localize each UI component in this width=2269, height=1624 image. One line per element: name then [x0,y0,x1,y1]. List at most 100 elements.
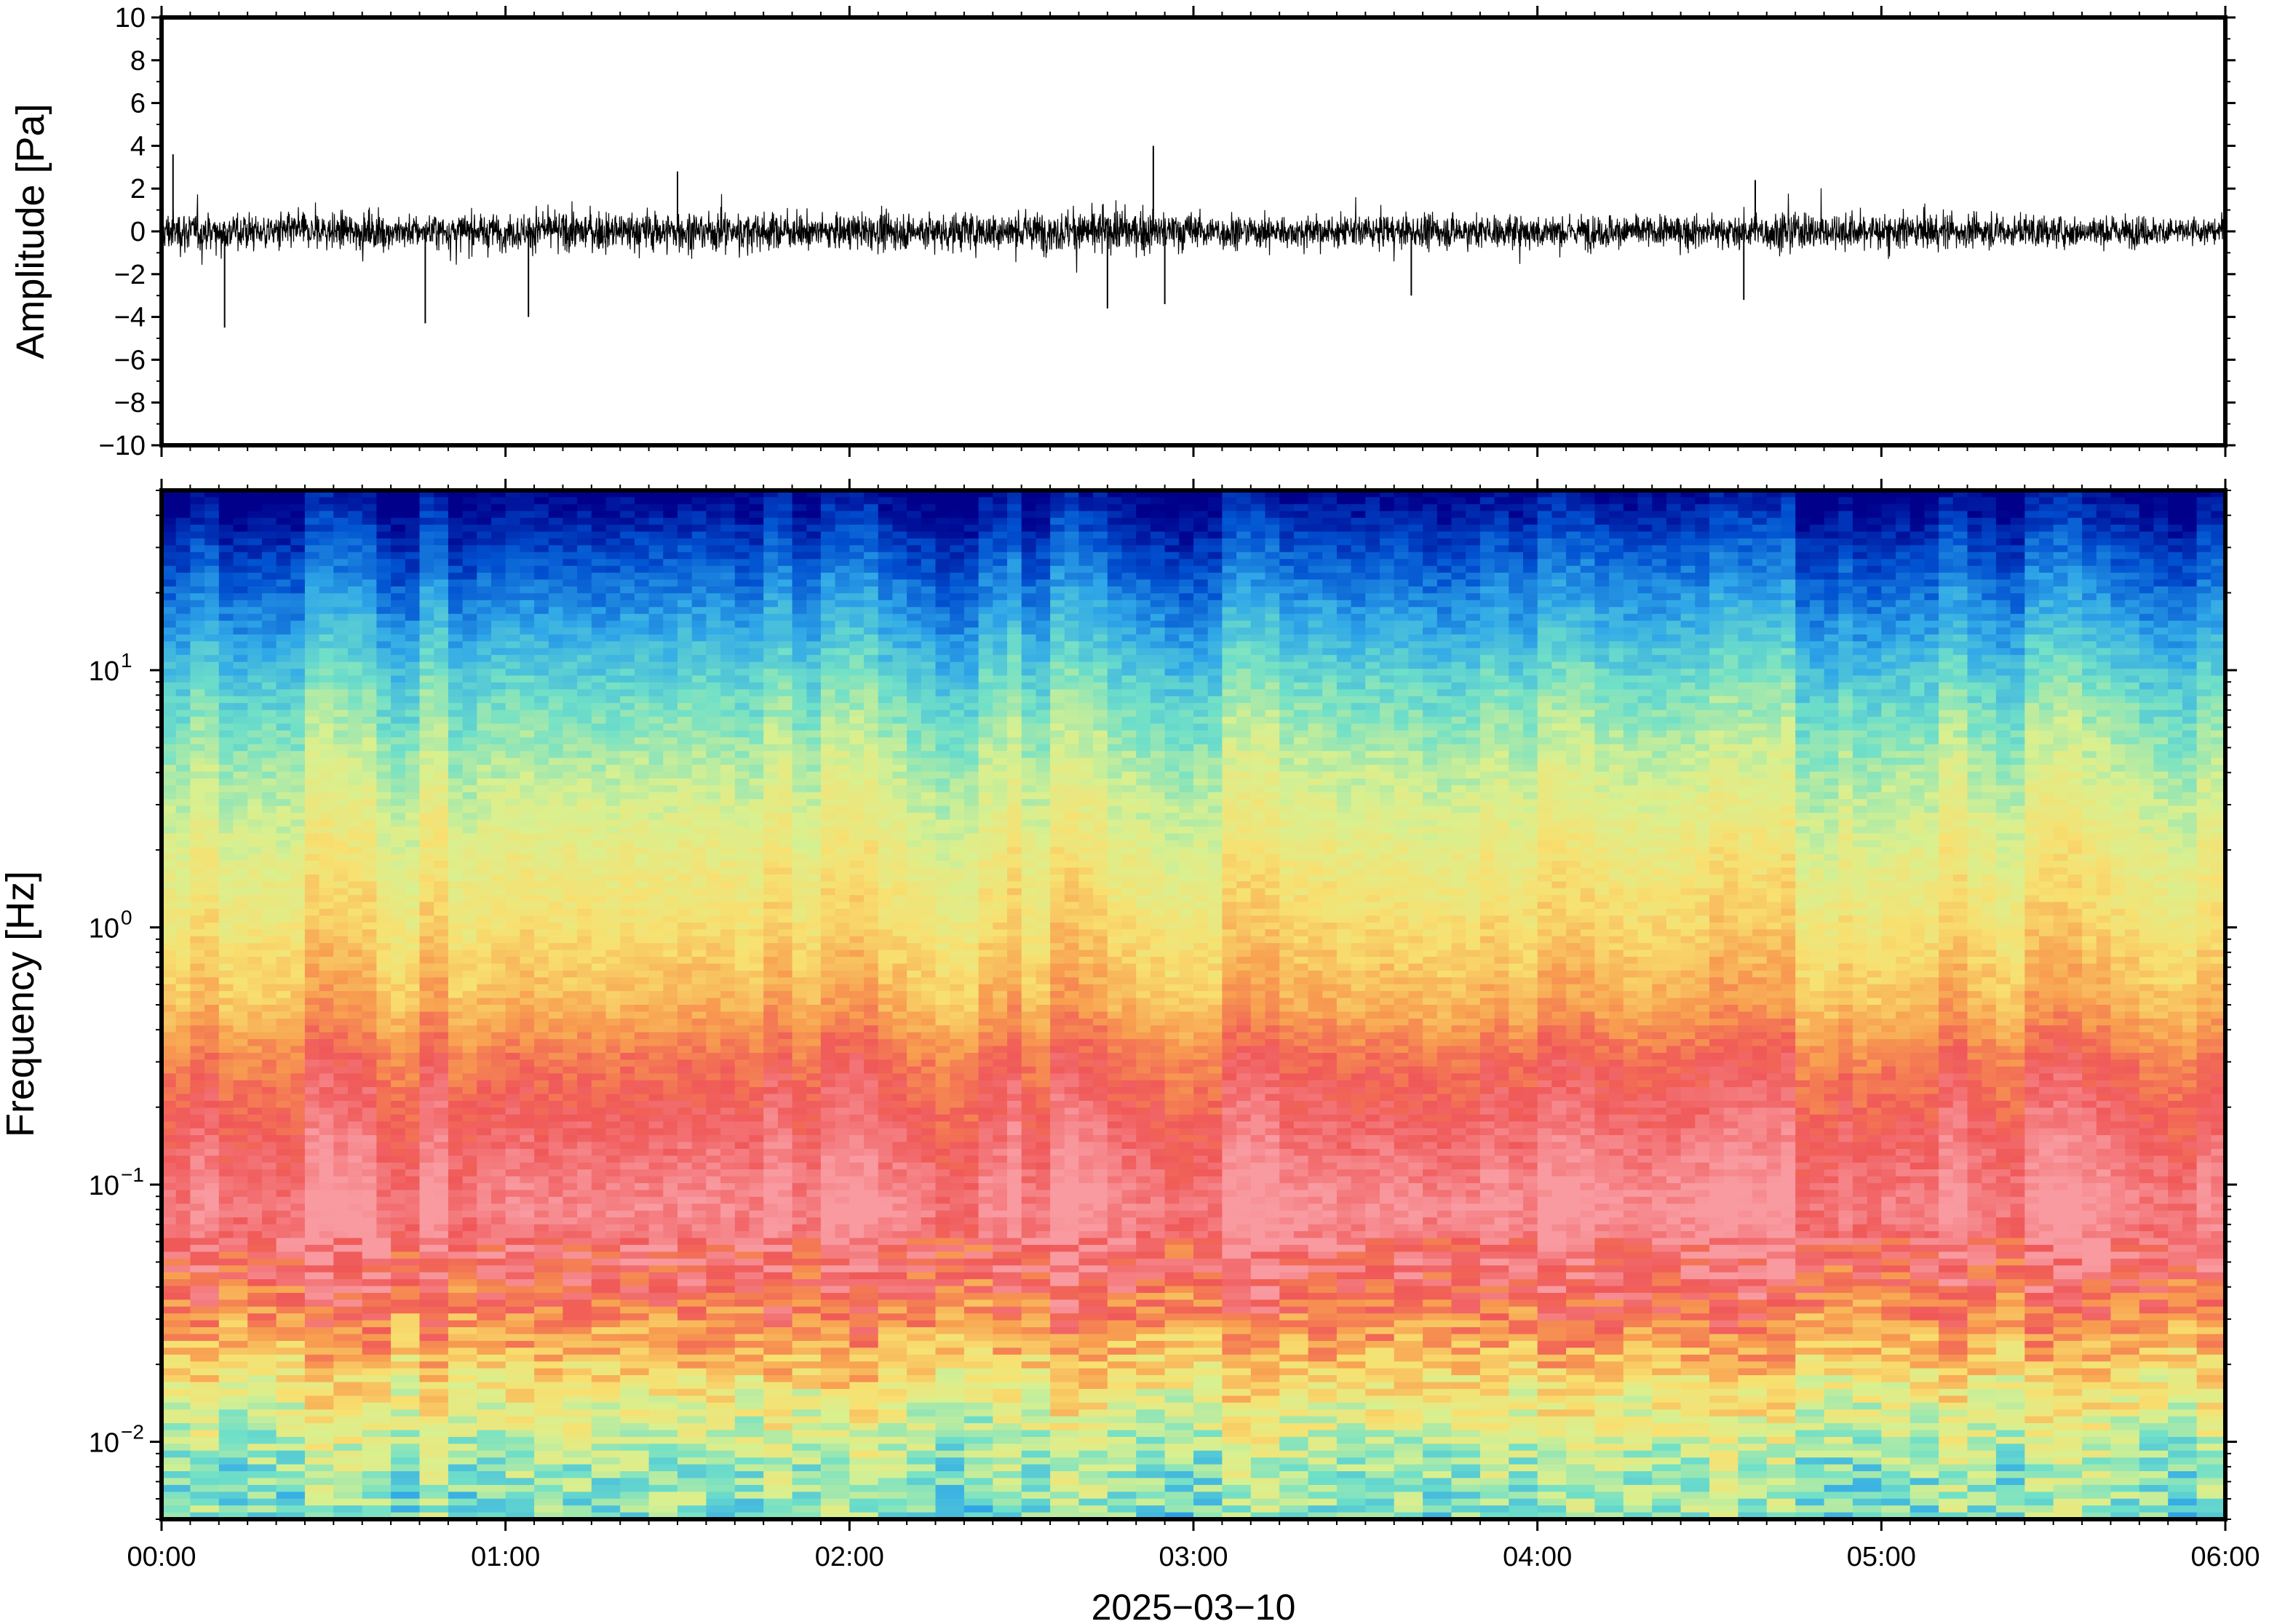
spectrogram-cell [1910,613,1925,621]
spectrogram-cell [1494,634,1509,642]
spectrogram-cell [892,565,907,573]
spectrogram-cell [1609,703,1624,711]
spectrogram-cell [1394,627,1409,635]
spectrogram-cell [261,709,277,717]
spectrogram-cell [1781,559,1796,567]
spectrogram-cell [591,661,607,669]
spectrogram-cell [1509,579,1524,587]
spectrogram-cell [1150,538,1166,546]
spectrogram-cell [348,531,363,539]
spectrogram-cell [1566,661,1581,669]
spectrogram-cell [563,648,578,656]
spectrogram-cell [333,675,349,683]
spectrogram-cell [563,696,578,704]
spectrogram-cell [1666,600,1682,608]
spectrogram-cell [162,531,177,539]
spectrogram-cell [1222,682,1237,690]
spectrogram-cell [247,627,263,635]
spectrogram-cell [1250,689,1266,697]
spectrogram-cell [1652,573,1667,581]
spectrogram-cell [1551,545,1567,553]
spectrogram-cell [2024,607,2040,615]
spectrogram-cell [1752,586,1768,594]
spectrogram-cell [806,703,822,711]
spectrogram-cell [950,669,965,677]
spectrogram-cell [763,703,779,711]
spectrogram-cell [1637,696,1653,704]
spectrogram-cell [1380,497,1395,505]
spectrogram-cell [2067,709,2083,717]
spectrogram-cell [1136,634,1151,642]
spectrogram-cell [734,613,750,621]
spectrogram-cell [1910,641,1925,649]
spectrogram-cell [2168,669,2183,677]
spectrogram-cell [963,579,979,587]
spectrogram-cell [993,559,1008,567]
spectrogram-cell [233,627,248,635]
spectrogram-cell [2067,503,2083,512]
spectrogram-cell [763,641,779,649]
spectrogram-cell [820,593,836,601]
spectrogram-cell [434,607,449,615]
spectrogram-cell [1952,634,1968,642]
spectrogram-cell [1809,586,1825,594]
spectrogram-cell [864,607,879,615]
spectrogram-cell [950,586,965,594]
spectrogram-cell [1982,634,1997,642]
spectrogram-cell [935,641,950,649]
spectrogram-cell [362,696,377,704]
spectrogram-cell [520,634,535,642]
spectrogram-cell [1036,565,1051,573]
spectrogram-cell [2168,511,2183,519]
spectrogram-cell [792,559,807,567]
spectrogram-cell [1709,497,1725,505]
spectrogram-cell [204,600,220,608]
spectrogram-cell [1466,538,1481,546]
spectrogram-cell [2096,621,2112,629]
spectrogram-cell [261,627,277,635]
spectrogram-cell [1594,525,1610,533]
spectrogram-cell [820,545,836,553]
spectrogram-cell [218,655,234,663]
spectrogram-cell [304,655,320,663]
spectrogram-cell [376,661,392,669]
spectrogram-cell [391,538,406,546]
spectrogram-cell [1924,559,1939,567]
spectrogram-cell [1910,531,1925,539]
spectrogram-cell [878,703,893,711]
spectrogram-cell [2039,579,2054,587]
spectrogram-cell [1064,703,1080,711]
spectrogram-cell [1695,661,1710,669]
spectrogram-cell [1881,669,1896,677]
spectrogram-cell [1136,573,1151,581]
spectrogram-cell [849,689,865,697]
spectrogram-cell [1952,703,1968,711]
spectrogram-cell [706,607,721,615]
spectrogram-cell [1723,517,1738,525]
spectrogram-cell [1322,675,1338,683]
spectrogram-cell [1193,634,1209,642]
spectrogram-cell [1207,634,1223,642]
spectrogram-cell [1250,682,1266,690]
spectrogram-cell [734,490,750,498]
spectrogram-cell [835,661,850,669]
spectrogram-cell [304,525,320,533]
spectrogram-cell [2196,709,2212,717]
spectrogram-cell [434,593,449,601]
spectrogram-cell [534,586,549,594]
spectrogram-cell [2110,703,2126,711]
spectrogram-cell [304,503,320,512]
spectrogram-cell [1136,545,1151,553]
spectrogram-cell [935,613,950,621]
spectrogram-cell [864,669,879,677]
spectrogram-cell [1308,497,1323,505]
spectrogram-cell [1967,525,1982,533]
spectrogram-cell [233,579,248,587]
spectrogram-cell [1036,689,1051,697]
spectrogram-cell [577,661,592,669]
spectrogram-cell [1509,565,1524,573]
spectrogram-cell [233,573,248,581]
spectrogram-cell [1967,709,1982,717]
spectrogram-cell [1107,655,1123,663]
spectrogram-cell [2067,696,2083,704]
